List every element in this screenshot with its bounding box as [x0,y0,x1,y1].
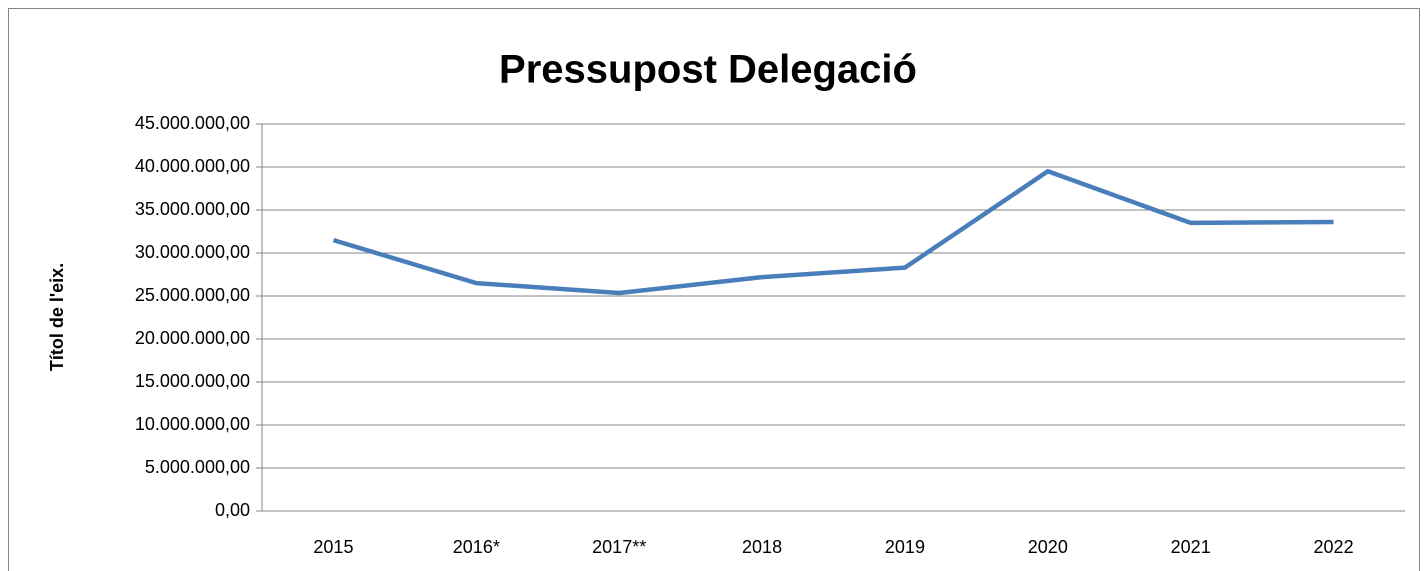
x-tick-label: 2022 [1314,537,1354,557]
x-tick-label: 2021 [1171,537,1211,557]
y-tick-label: 45.000.000,00 [135,113,250,133]
x-tick-label: 2017** [592,537,646,557]
data-line [332,169,1334,296]
y-tick-label: 30.000.000,00 [135,242,250,262]
y-tick-label: 10.000.000,00 [135,414,250,434]
chart-title: Pressupost Delegació [499,48,917,92]
y-axis-title: Títol de l'eix. [47,263,67,371]
x-tick-label: 2015 [313,537,353,557]
y-tick-label: 35.000.000,00 [135,199,250,219]
y-tick-label: 0,00 [215,500,250,520]
y-tick-label: 25.000.000,00 [135,285,250,305]
y-tick-label: 15.000.000,00 [135,371,250,391]
x-tick-label: 2019 [885,537,925,557]
chart-border [8,8,1420,571]
x-tick-label: 2016* [453,537,500,557]
y-tick-label: 5.000.000,00 [145,457,250,477]
y-tick-label: 40.000.000,00 [135,156,250,176]
y-tick-label: 20.000.000,00 [135,328,250,348]
x-tick-label: 2020 [1028,537,1068,557]
x-tick-label: 2018 [742,537,782,557]
